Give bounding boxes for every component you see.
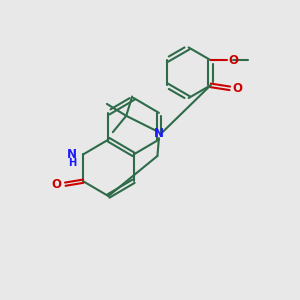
Text: N: N bbox=[67, 148, 76, 161]
Text: O: O bbox=[232, 82, 242, 95]
Text: N: N bbox=[154, 127, 164, 140]
Text: O: O bbox=[228, 54, 239, 67]
Text: O: O bbox=[52, 178, 62, 191]
Text: H: H bbox=[68, 158, 76, 168]
